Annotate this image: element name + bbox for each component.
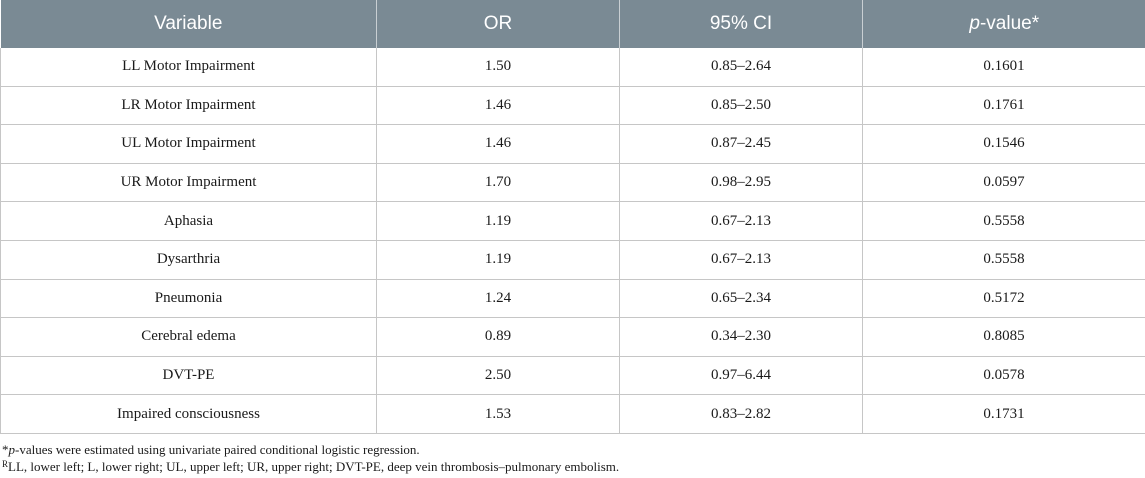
header-row: Variable OR 95% CI p-value* [0, 0, 1145, 48]
cell-ci: 0.67–2.13 [619, 240, 863, 280]
cell-ci: 0.98–2.95 [619, 163, 863, 203]
cell-ci: 0.34–2.30 [619, 317, 863, 357]
header-variable: Variable [0, 0, 377, 48]
cell-variable: UL Motor Impairment [0, 124, 377, 164]
table-body: LL Motor Impairment 1.50 0.85–2.64 0.160… [0, 48, 1145, 434]
cell-or: 2.50 [376, 356, 620, 396]
cell-ci: 0.85–2.64 [619, 48, 863, 87]
results-table: Variable OR 95% CI p-value* LL Motor Imp… [0, 0, 1145, 434]
footnote-abbreviations-text: LL, lower left; L, lower right; UL, uppe… [8, 459, 620, 474]
cell-or: 1.19 [376, 201, 620, 241]
cell-variable: Cerebral edema [0, 317, 377, 357]
cell-p-value: 0.1601 [862, 48, 1145, 87]
table-footnotes: *p-values were estimated using univariat… [2, 441, 619, 475]
cell-p-value: 0.5558 [862, 240, 1145, 280]
cell-ci: 0.65–2.34 [619, 279, 863, 319]
cell-or: 0.89 [376, 317, 620, 357]
cell-or: 1.46 [376, 124, 620, 164]
table-row: LR Motor Impairment 1.46 0.85–2.50 0.176… [0, 86, 1145, 126]
table-row: UL Motor Impairment 1.46 0.87–2.45 0.154… [0, 124, 1145, 164]
cell-or: 1.50 [376, 48, 620, 87]
cell-variable: LL Motor Impairment [0, 48, 377, 87]
cell-or: 1.19 [376, 240, 620, 280]
cell-or: 1.24 [376, 279, 620, 319]
table-row: LL Motor Impairment 1.50 0.85–2.64 0.160… [0, 48, 1145, 87]
table-row: Cerebral edema 0.89 0.34–2.30 0.8085 [0, 317, 1145, 357]
cell-variable: LR Motor Impairment [0, 86, 377, 126]
footnote-p-text: -values were estimated using univariate … [15, 442, 420, 457]
table-row: Aphasia 1.19 0.67–2.13 0.5558 [0, 201, 1145, 241]
cell-p-value: 0.1546 [862, 124, 1145, 164]
footnote-abbreviations: RLL, lower left; L, lower right; UL, upp… [2, 458, 619, 475]
cell-ci: 0.85–2.50 [619, 86, 863, 126]
table-header: Variable OR 95% CI p-value* [0, 0, 1145, 48]
table-row: Dysarthria 1.19 0.67–2.13 0.5558 [0, 240, 1145, 280]
cell-p-value: 0.5172 [862, 279, 1145, 319]
cell-p-value: 0.1731 [862, 394, 1145, 434]
cell-or: 1.70 [376, 163, 620, 203]
cell-p-value: 0.5558 [862, 201, 1145, 241]
cell-or: 1.46 [376, 86, 620, 126]
cell-variable: UR Motor Impairment [0, 163, 377, 203]
cell-ci: 0.83–2.82 [619, 394, 863, 434]
cell-p-value: 0.1761 [862, 86, 1145, 126]
header-ci: 95% CI [619, 0, 863, 48]
cell-p-value: 0.8085 [862, 317, 1145, 357]
footnote-star: * [2, 442, 9, 457]
cell-p-value: 0.0597 [862, 163, 1145, 203]
footnote-p-italic: p [8, 442, 16, 457]
header-or: OR [376, 0, 620, 48]
header-p-rest: -value* [979, 13, 1040, 34]
header-p-value: p-value* [862, 0, 1145, 48]
footnote-superscript: R [2, 459, 9, 469]
cell-ci: 0.97–6.44 [619, 356, 863, 396]
cell-variable: Dysarthria [0, 240, 377, 280]
cell-variable: Impaired consciousness [0, 394, 377, 434]
table-row: DVT-PE 2.50 0.97–6.44 0.0578 [0, 356, 1145, 396]
cell-variable: Aphasia [0, 201, 377, 241]
table-row: UR Motor Impairment 1.70 0.98–2.95 0.059… [0, 163, 1145, 203]
cell-ci: 0.67–2.13 [619, 201, 863, 241]
cell-or: 1.53 [376, 394, 620, 434]
results-table-container: Variable OR 95% CI p-value* LL Motor Imp… [0, 0, 1145, 434]
cell-p-value: 0.0578 [862, 356, 1145, 396]
table-row: Impaired consciousness 1.53 0.83–2.82 0.… [0, 394, 1145, 434]
table-row: Pneumonia 1.24 0.65–2.34 0.5172 [0, 279, 1145, 319]
footnote-p-values: *p-values were estimated using univariat… [2, 441, 619, 458]
header-p-italic: p [969, 13, 980, 34]
cell-variable: Pneumonia [0, 279, 377, 319]
cell-ci: 0.87–2.45 [619, 124, 863, 164]
cell-variable: DVT-PE [0, 356, 377, 396]
